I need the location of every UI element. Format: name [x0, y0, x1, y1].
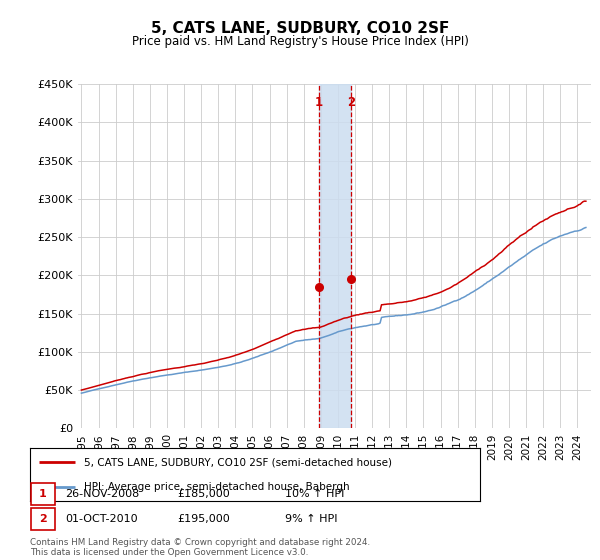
Text: Price paid vs. HM Land Registry's House Price Index (HPI): Price paid vs. HM Land Registry's House … [131, 35, 469, 48]
Text: £195,000: £195,000 [177, 514, 230, 524]
Text: HPI: Average price, semi-detached house, Babergh: HPI: Average price, semi-detached house,… [84, 482, 350, 492]
Text: 5, CATS LANE, SUDBURY, CO10 2SF (semi-detached house): 5, CATS LANE, SUDBURY, CO10 2SF (semi-de… [84, 458, 392, 468]
Text: £185,000: £185,000 [177, 489, 230, 498]
Text: 01-OCT-2010: 01-OCT-2010 [65, 514, 137, 524]
Text: Contains HM Land Registry data © Crown copyright and database right 2024.
This d: Contains HM Land Registry data © Crown c… [30, 538, 370, 557]
Text: 2: 2 [39, 514, 46, 524]
Text: 1: 1 [315, 96, 323, 109]
Text: 2: 2 [347, 96, 355, 109]
Bar [319, 84, 351, 428]
Text: 1: 1 [39, 489, 46, 498]
Text: 10% ↑ HPI: 10% ↑ HPI [285, 489, 344, 498]
Text: 5, CATS LANE, SUDBURY, CO10 2SF: 5, CATS LANE, SUDBURY, CO10 2SF [151, 21, 449, 36]
Text: 9% ↑ HPI: 9% ↑ HPI [285, 514, 337, 524]
Text: 26-NOV-2008: 26-NOV-2008 [65, 489, 139, 498]
